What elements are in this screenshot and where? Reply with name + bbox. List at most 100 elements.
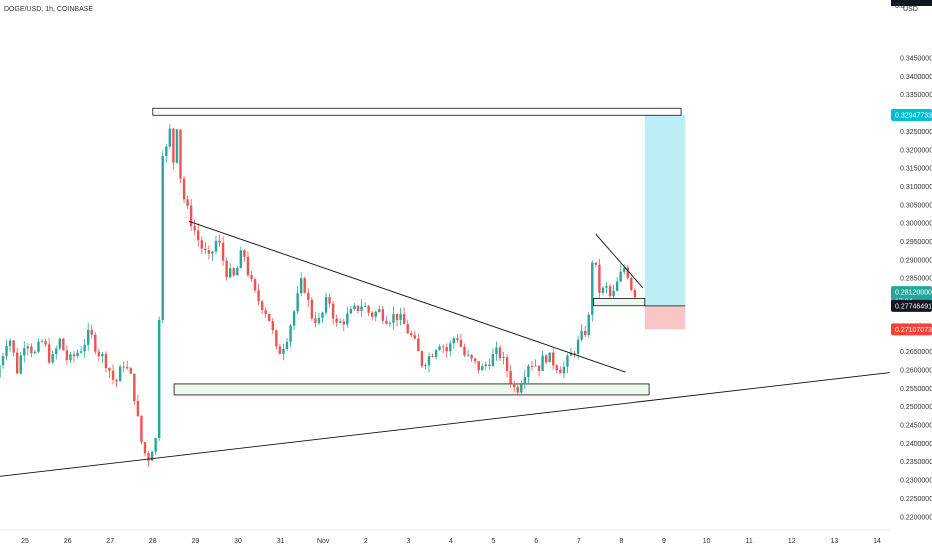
candle-body	[115, 379, 118, 382]
candle-body	[15, 352, 19, 374]
candle-body	[136, 401, 140, 416]
candle-body	[470, 354, 473, 359]
candle-body	[264, 310, 267, 315]
candle-body	[576, 339, 580, 354]
candle-body	[537, 365, 541, 372]
candle-body	[601, 287, 605, 293]
candle-body	[8, 340, 12, 347]
candle-body	[175, 129, 179, 163]
candle-body	[477, 361, 480, 371]
candle-body	[168, 128, 172, 147]
candle-body	[615, 281, 619, 291]
time-tick-label: 6	[534, 538, 538, 545]
candle-body	[51, 354, 54, 363]
candle-body	[520, 384, 523, 393]
candle-body	[509, 371, 512, 384]
target-price-badge: 0.32947733	[895, 112, 932, 119]
candle-body	[97, 351, 101, 357]
candle-body	[555, 365, 558, 370]
entry-box	[593, 298, 646, 307]
candle-body	[623, 267, 626, 272]
candle-body	[370, 312, 374, 317]
candle-body	[402, 314, 406, 325]
candle-body	[19, 355, 22, 374]
stop-price-badge-bg	[891, 323, 932, 336]
candle-body	[186, 199, 189, 206]
candle-body	[591, 262, 594, 315]
candle-body	[204, 248, 207, 251]
candle-body	[165, 146, 168, 157]
candle-body	[55, 348, 58, 355]
candle-body	[218, 240, 221, 243]
candle-body	[246, 256, 250, 276]
candle-body	[129, 368, 132, 374]
candle-body	[214, 240, 218, 252]
top-partial-label: 0.3	[895, 3, 905, 10]
candle-body	[30, 346, 33, 354]
candle-body	[374, 311, 377, 317]
candle-body	[569, 353, 573, 356]
candle-body	[583, 330, 587, 335]
candle-body	[445, 347, 448, 352]
candle-body	[378, 309, 381, 312]
candle-body	[523, 377, 527, 385]
candle-body	[406, 324, 409, 334]
time-tick-label: 3	[406, 538, 410, 545]
entry-price-badge: 0.27746491	[895, 303, 932, 310]
candle-body	[236, 268, 239, 276]
candle-body	[527, 365, 530, 378]
candle-body	[278, 346, 282, 354]
candle-body	[619, 271, 622, 282]
stop-zone	[644, 305, 686, 330]
time-tick-label: 11	[746, 538, 753, 545]
candle-body	[552, 352, 555, 366]
time-tick-label: 2	[364, 538, 368, 545]
candle-body	[172, 128, 175, 163]
candle-body	[147, 453, 150, 461]
candle-body	[417, 338, 420, 352]
candle-body	[441, 346, 445, 348]
candle-body	[317, 317, 321, 323]
time-tick-label: 31	[277, 538, 285, 545]
symbol-title: DOGE/USD, 1h, COINBASE	[4, 6, 93, 13]
candle-body	[83, 344, 86, 352]
time-tick-label: 30	[234, 538, 242, 545]
time-tick-label: 10	[703, 538, 711, 545]
candle-body	[69, 354, 72, 361]
candle-body	[566, 355, 569, 367]
candle-body	[79, 351, 83, 353]
candle-body	[395, 313, 399, 321]
candle-body	[353, 305, 356, 310]
candle-body	[108, 368, 111, 371]
candle-body	[413, 335, 416, 339]
candle-body	[580, 330, 583, 340]
candle-body	[221, 242, 225, 261]
candle-body	[335, 318, 338, 323]
candle-body	[189, 205, 193, 226]
resistance-box	[152, 107, 682, 116]
candle-body	[346, 313, 349, 325]
candle-body	[292, 311, 296, 326]
time-tick-label: 5	[492, 538, 496, 545]
candle-body	[541, 355, 544, 372]
candle-body	[47, 344, 51, 363]
candle-body	[289, 325, 292, 342]
candle-body	[434, 350, 438, 357]
candle-body	[463, 346, 466, 356]
trend-lines	[0, 220, 890, 477]
candle-body	[257, 290, 260, 302]
candle-body	[86, 329, 90, 345]
candle-body	[193, 225, 196, 231]
candle-body	[154, 438, 157, 452]
time-tick-label: 7	[577, 538, 581, 545]
candle-body	[633, 290, 637, 298]
currency-label[interactable]: USD	[903, 6, 918, 13]
